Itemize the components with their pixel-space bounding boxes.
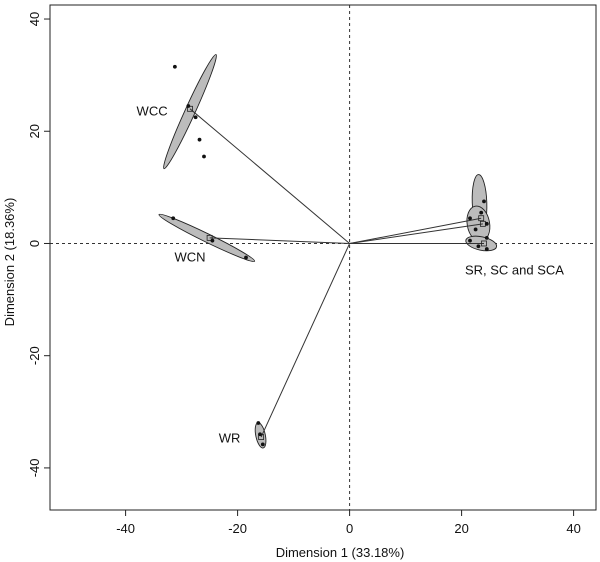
group-label-wr: WR (219, 431, 241, 446)
centroid-sr-sc-and-sca-1 (478, 215, 485, 222)
vector-sr-sc-and-sca-1 (349, 217, 482, 244)
centroid-sr-sc-and-sca-3 (481, 240, 487, 247)
point-wcc-5 (202, 154, 206, 159)
point-wcc-4 (197, 137, 202, 142)
point-wcn-1 (171, 216, 176, 221)
axes: -40 -20 0 20 40 -40 -20 0 20 40 (27, 4, 597, 536)
plot-area: WCC WCN WR SR, SC and SCA (50, 5, 596, 510)
x-tick-label-40: 40 (566, 521, 580, 536)
point-sr-sc-and-sca-2 (479, 210, 484, 215)
x-tick-label--40: -40 (116, 521, 135, 536)
group-label-sr-sc-and-sca: SR, SC and SCA (465, 262, 564, 277)
point-wcc-1 (172, 64, 177, 69)
point-wcc-3 (193, 115, 198, 120)
y-tick-label-0: 0 (27, 240, 42, 247)
point-sr-sc-and-sca-8 (476, 244, 481, 249)
x-tick-label-0: 0 (346, 521, 353, 536)
point-sr-sc-and-sca-7 (468, 238, 472, 243)
x-tick-label--20: -20 (228, 521, 247, 536)
y-tick-label--20: -20 (27, 346, 42, 365)
x-tick-label-20: 20 (454, 521, 468, 536)
point-sr-sc-and-sca-1 (482, 199, 486, 204)
plot-frame (49, 4, 597, 511)
point-wcc-2 (186, 104, 191, 108)
point-wr-3 (260, 442, 265, 447)
vector-wr-1 (260, 243, 351, 438)
x-axis-label: Dimension 1 (33.18%) (276, 545, 405, 560)
centroid-wcn-1 (206, 234, 213, 241)
y-tick-label-40: 40 (27, 12, 42, 26)
point-sr-sc-and-sca-3 (468, 216, 472, 221)
vector-wcc-1 (189, 108, 350, 244)
y-axis-label: Dimension 2 (18.36%) (2, 198, 17, 327)
point-sr-sc-and-sca-4 (484, 221, 489, 226)
group-label-wcn: WCN (174, 250, 205, 265)
point-sr-sc-and-sca-9 (484, 247, 489, 251)
point-wcn-2 (210, 238, 215, 243)
point-wr-1 (256, 421, 261, 425)
vector-sr-sc-and-sca-2 (349, 223, 483, 244)
point-wcn-3 (244, 255, 248, 260)
point-sr-sc-and-sca-5 (473, 227, 478, 232)
y-tick-label--40: -40 (27, 459, 42, 478)
point-wr-2 (258, 432, 262, 437)
point-sr-sc-and-sca-6 (484, 235, 489, 240)
y-tick-label-20: 20 (27, 124, 42, 138)
group-label-wcc: WCC (137, 104, 168, 119)
vector-wcn-1 (209, 237, 350, 244)
